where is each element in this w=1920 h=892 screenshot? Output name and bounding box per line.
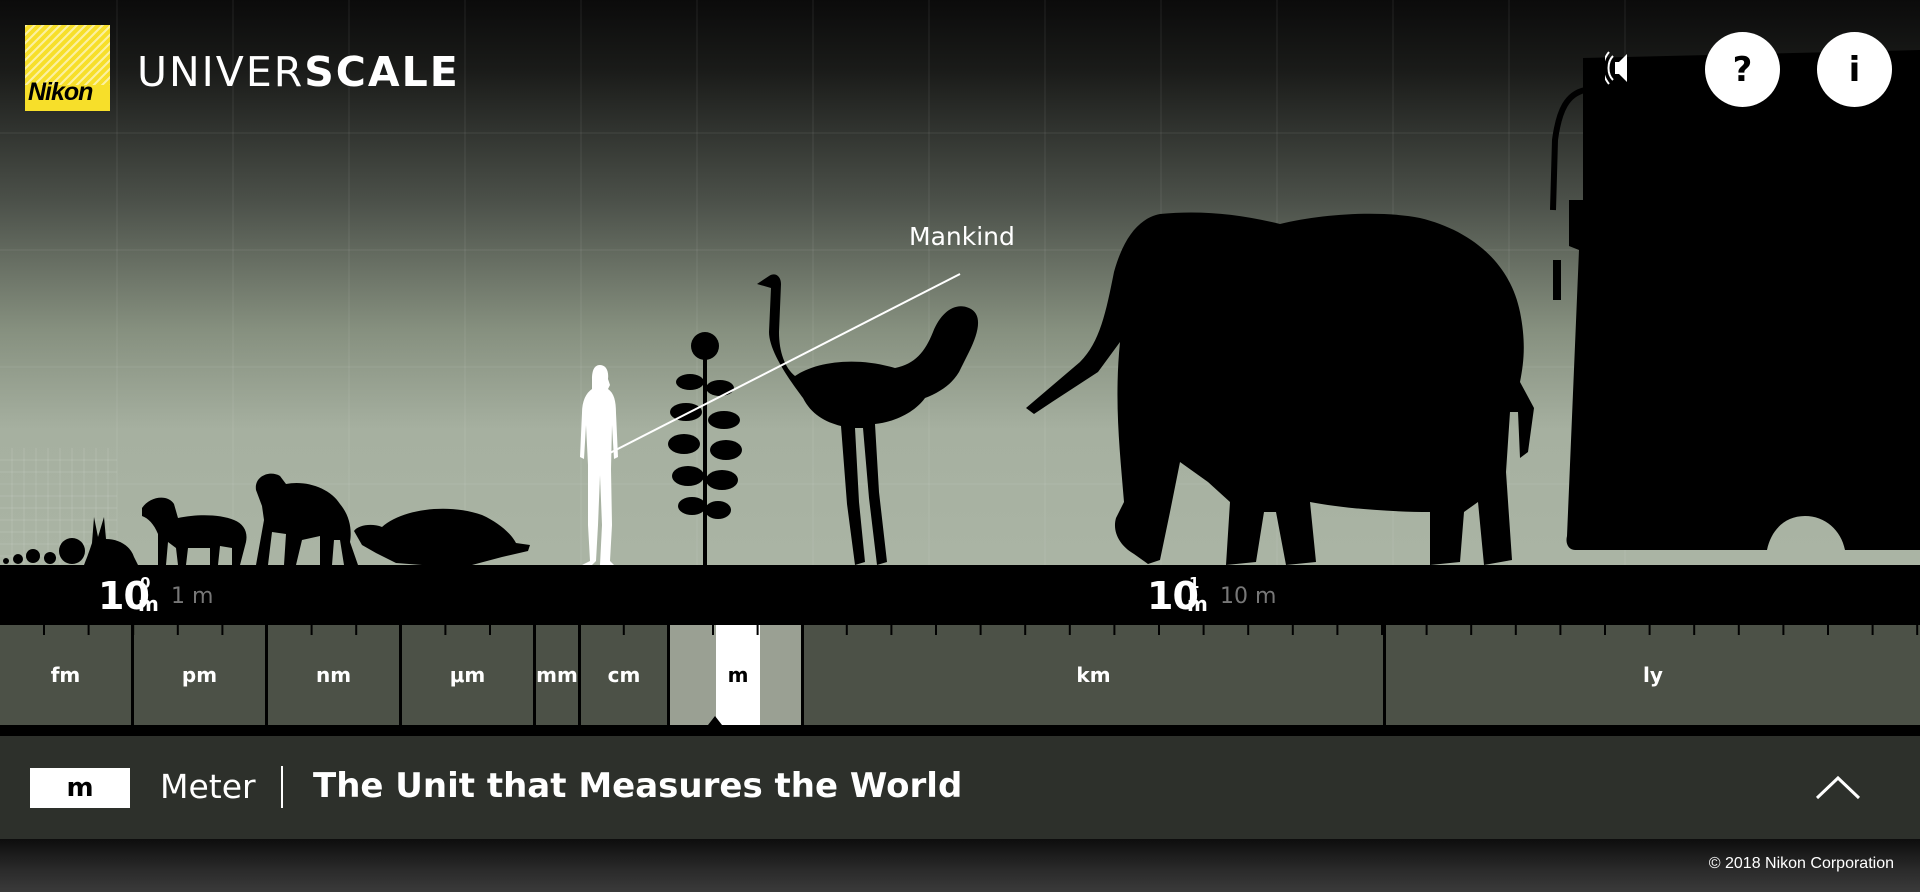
human-silhouette[interactable] <box>580 365 620 565</box>
scale-readout-2: 10 1 m 10 m <box>1147 574 1277 618</box>
unit-tab-ly[interactable]: ly <box>1643 663 1663 687</box>
unit-symbol-badge: m <box>30 768 130 808</box>
ostrich-silhouette <box>757 274 979 565</box>
panel-separator <box>0 725 1920 736</box>
app-title: UNIVERSCALE <box>137 48 460 96</box>
mankind-label[interactable]: Mankind <box>909 222 1015 251</box>
unit-tab-um[interactable]: μm <box>402 625 536 725</box>
dog-silhouette <box>142 497 247 565</box>
elephant-silhouette <box>1026 212 1534 565</box>
current-position-marker <box>708 716 722 725</box>
turtle-silhouette <box>354 508 530 565</box>
scale-readout-bar <box>0 565 1920 625</box>
footer: © 2018 Nikon Corporation <box>0 839 1920 892</box>
unit-tab-km[interactable]: km <box>804 625 1386 725</box>
mankind-pointer-line <box>603 273 961 457</box>
unit-ruler[interactable]: fm pm nm μm mm cm m km ly <box>0 625 1920 725</box>
spheres-silhouette <box>3 538 85 564</box>
scale-scene <box>0 0 1920 565</box>
info-divider <box>281 766 283 808</box>
unit-tab-nm[interactable]: nm <box>268 625 402 725</box>
unit-tab-fm[interactable]: fm <box>0 625 134 725</box>
unit-tab-pm[interactable]: pm <box>134 625 268 725</box>
sound-toggle-icon[interactable] <box>1605 48 1645 88</box>
unit-headline: The Unit that Measures the World <box>313 766 963 806</box>
bus-silhouette <box>1550 50 1920 550</box>
unit-tab-cm[interactable]: cm <box>581 625 670 725</box>
unit-info-panel: m Meter The Unit that Measures the World <box>0 736 1920 839</box>
unit-tab-mm[interactable]: mm <box>536 625 581 725</box>
copyright-text: © 2018 Nikon Corporation <box>1708 855 1894 872</box>
help-button[interactable]: ? <box>1705 32 1780 107</box>
rabbit-silhouette <box>84 517 138 565</box>
unit-name: Meter <box>160 767 256 806</box>
chevron-up-icon[interactable] <box>1815 766 1861 806</box>
sunflower-silhouette <box>668 332 742 565</box>
scale-readout-1: 10 0 m 1 m <box>98 574 214 618</box>
chimpanzee-silhouette <box>255 473 358 565</box>
unit-tab-m[interactable]: m <box>670 625 804 725</box>
info-button[interactable]: i <box>1817 32 1892 107</box>
nikon-logo[interactable]: Nikon <box>25 25 110 111</box>
